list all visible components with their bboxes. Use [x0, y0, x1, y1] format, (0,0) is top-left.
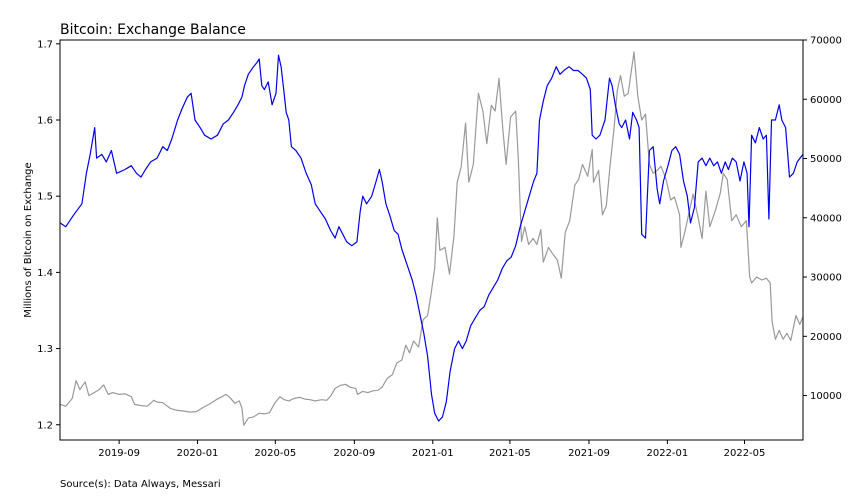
- y-tick-label: 1.7: [37, 39, 53, 50]
- x-tick-label: 2020-05: [254, 448, 296, 459]
- y-tick-label: 1.6: [37, 116, 53, 127]
- y2-tick-label: 60000: [810, 95, 842, 106]
- y-tick-label: 1.4: [37, 268, 53, 279]
- y-tick-label: 1.3: [37, 344, 53, 355]
- chart-title: Bitcoin: Exchange Balance: [60, 22, 246, 38]
- y2-tick-label: 40000: [810, 213, 842, 224]
- series-layer: [59, 51, 804, 426]
- source-note: Source(s): Data Always, Messari: [60, 479, 221, 490]
- x-tick-label: 2020-01: [177, 448, 219, 459]
- x-tick-label: 2020-09: [333, 448, 375, 459]
- y2-tick-label: 50000: [810, 154, 842, 165]
- series-line-right-axis: [59, 51, 804, 426]
- y-axis-label: Millions of Bitcoin on Exchange: [23, 162, 34, 317]
- x-tick-label: 2019-09: [98, 448, 140, 459]
- plot-frame: [59, 39, 804, 441]
- x-tick-label: 2022-01: [646, 448, 688, 459]
- series-line-left-axis: [59, 54, 804, 422]
- y2-tick-label: 30000: [810, 273, 842, 284]
- y-axis-left: 1.2 1.3 1.4 1.5 1.6 1.7: [37, 39, 60, 431]
- y2-tick-label: 70000: [810, 36, 842, 47]
- x-axis: 2019-09 2020-01 2020-05 2020-09 2021-01 2021-…: [98, 440, 765, 459]
- y-tick-label: 1.5: [37, 192, 53, 203]
- x-tick-label: 2021-05: [489, 448, 531, 459]
- x-tick-label: 2021-09: [568, 448, 610, 459]
- x-tick-label: 2022-05: [724, 448, 766, 459]
- x-tick-label: 2021-01: [412, 448, 454, 459]
- y2-tick-label: 20000: [810, 332, 842, 343]
- y-tick-label: 1.2: [37, 420, 53, 431]
- y2-tick-label: 10000: [810, 391, 842, 402]
- y-axis-right: 10000 20000 30000 40000 50000 60000 70000: [803, 36, 842, 402]
